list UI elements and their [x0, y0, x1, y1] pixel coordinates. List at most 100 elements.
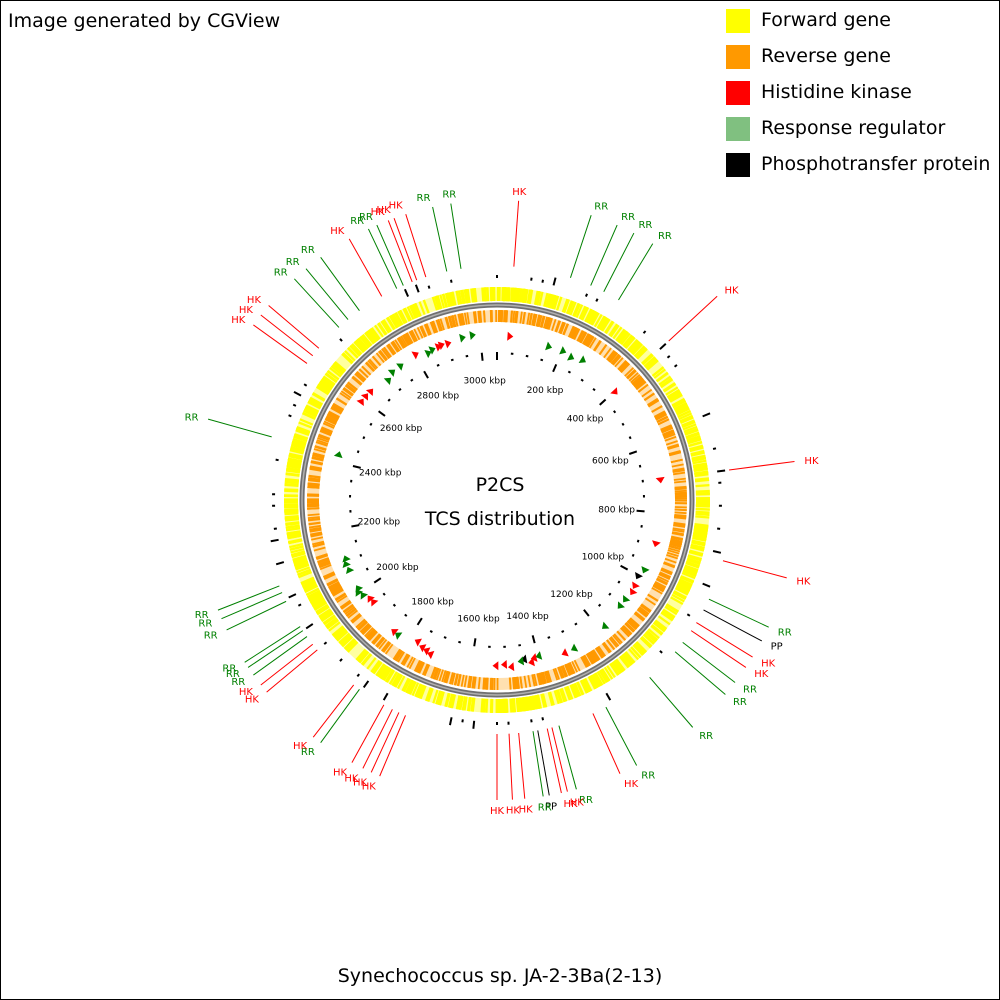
ruler-label: 600 kbp — [592, 457, 629, 467]
forward-gene — [693, 529, 708, 534]
reverse-gene — [438, 669, 444, 682]
backbone-ring — [299, 302, 695, 698]
reverse-gene — [460, 674, 465, 687]
forward-gene — [692, 459, 707, 465]
rr-callout-line — [305, 268, 349, 320]
reverse-gene — [635, 381, 647, 390]
forward-gene — [680, 575, 695, 583]
hk-label: HK — [490, 806, 505, 817]
forward-gene — [686, 435, 701, 442]
forward-gene — [651, 624, 664, 635]
forward-gene — [397, 310, 406, 325]
reverse-gene — [543, 671, 549, 684]
ruler-minor-tick — [621, 422, 625, 426]
reverse-gene — [654, 580, 667, 589]
hk-marker — [356, 398, 364, 406]
forward-gene — [303, 408, 318, 417]
reverse-gene — [672, 527, 685, 532]
legend-swatch-reverse-gene — [726, 45, 750, 69]
forward-gene — [591, 674, 600, 688]
outer-tick — [595, 298, 599, 302]
outer-tick — [673, 364, 678, 368]
forward-gene — [323, 615, 337, 626]
forward-gene — [328, 621, 341, 632]
ruler-major-tick — [599, 398, 607, 406]
reverse-gene — [568, 325, 575, 338]
reverse-gene — [453, 314, 459, 327]
reverse-gene — [653, 410, 666, 418]
forward-gene — [287, 457, 302, 463]
reverse-gene — [651, 405, 663, 413]
rr-label: RR — [198, 619, 212, 630]
reverse-gene — [441, 670, 447, 683]
forward-gene — [622, 334, 633, 347]
forward-gene — [680, 416, 694, 424]
hk-label: HK — [333, 767, 348, 778]
forward-gene — [316, 605, 330, 616]
forward-gene — [695, 510, 710, 514]
reverse-gene — [581, 333, 590, 345]
forward-gene — [419, 685, 427, 700]
forward-gene — [321, 378, 334, 388]
rr-label: RR — [226, 669, 240, 680]
forward-gene — [291, 550, 306, 557]
reverse-gene — [405, 332, 413, 345]
forward-gene — [681, 571, 696, 580]
outer-tick — [293, 391, 302, 397]
reverse-gene — [356, 371, 367, 381]
reverse-gene — [308, 475, 321, 479]
reverse-gene — [628, 618, 639, 628]
reverse-gene — [625, 621, 636, 632]
outer-tick — [427, 285, 431, 289]
forward-gene — [307, 401, 321, 410]
forward-gene — [676, 584, 690, 593]
forward-gene — [567, 300, 575, 315]
forward-gene — [402, 307, 411, 322]
hk-marker — [610, 387, 618, 395]
hk-marker — [507, 331, 514, 341]
reverse-gene — [537, 315, 543, 328]
ruler-major-tick — [373, 577, 382, 584]
outer-tick — [270, 538, 279, 543]
reverse-gene — [540, 315, 546, 328]
reverse-gene — [311, 536, 324, 541]
ruler-major-tick — [352, 465, 361, 469]
forward-gene — [560, 687, 568, 702]
forward-gene — [320, 610, 333, 621]
forward-gene — [326, 369, 340, 381]
ruler-minor-tick — [628, 436, 632, 440]
forward-gene — [632, 644, 644, 656]
forward-gene — [546, 293, 552, 308]
outer-tick — [712, 550, 722, 554]
outer-tick — [642, 330, 647, 334]
hk-label: HK — [239, 687, 254, 698]
forward-gene — [612, 326, 623, 340]
hk-label: HK — [761, 658, 776, 669]
hk-label: HK — [239, 305, 254, 316]
reverse-gene — [364, 627, 374, 638]
reverse-gene — [578, 331, 587, 343]
forward-gene — [575, 681, 584, 696]
hk-label: HK — [330, 226, 345, 237]
forward-gene — [623, 335, 635, 349]
forward-gene — [668, 392, 682, 402]
forward-gene — [370, 327, 381, 340]
forward-gene — [321, 612, 334, 622]
forward-gene — [285, 524, 300, 529]
forward-gene — [643, 633, 656, 645]
rr-label: RR — [286, 257, 300, 268]
reverse-gene — [406, 656, 414, 668]
hk-callout-line — [722, 560, 787, 579]
reverse-gene — [533, 673, 538, 687]
forward-gene — [309, 594, 324, 604]
reverse-gene — [637, 383, 649, 393]
forward-gene — [575, 304, 584, 319]
forward-gene — [527, 696, 532, 711]
ruler-minor-tick — [450, 358, 454, 362]
forward-gene — [472, 288, 477, 303]
reverse-gene — [621, 625, 632, 636]
forward-gene — [589, 675, 599, 689]
reverse-gene — [307, 513, 320, 517]
forward-gene — [361, 653, 373, 666]
